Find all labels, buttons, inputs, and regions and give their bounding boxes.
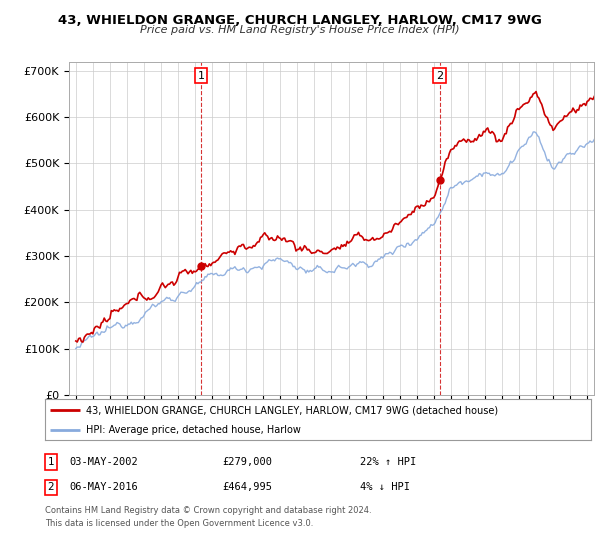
Text: 2: 2 xyxy=(47,482,55,492)
Text: 22% ↑ HPI: 22% ↑ HPI xyxy=(360,457,416,467)
Text: 43, WHIELDON GRANGE, CHURCH LANGLEY, HARLOW, CM17 9WG: 43, WHIELDON GRANGE, CHURCH LANGLEY, HAR… xyxy=(58,14,542,27)
Text: 1: 1 xyxy=(47,457,55,467)
Text: 06-MAY-2016: 06-MAY-2016 xyxy=(69,482,138,492)
Text: Contains HM Land Registry data © Crown copyright and database right 2024.: Contains HM Land Registry data © Crown c… xyxy=(45,506,371,515)
Text: £279,000: £279,000 xyxy=(222,457,272,467)
Text: 2: 2 xyxy=(436,71,443,81)
Text: 4% ↓ HPI: 4% ↓ HPI xyxy=(360,482,410,492)
Text: 03-MAY-2002: 03-MAY-2002 xyxy=(69,457,138,467)
Text: 1: 1 xyxy=(197,71,205,81)
Text: £464,995: £464,995 xyxy=(222,482,272,492)
Text: 43, WHIELDON GRANGE, CHURCH LANGLEY, HARLOW, CM17 9WG (detached house): 43, WHIELDON GRANGE, CHURCH LANGLEY, HAR… xyxy=(86,405,498,415)
Text: This data is licensed under the Open Government Licence v3.0.: This data is licensed under the Open Gov… xyxy=(45,519,313,528)
Text: HPI: Average price, detached house, Harlow: HPI: Average price, detached house, Harl… xyxy=(86,424,301,435)
Text: Price paid vs. HM Land Registry's House Price Index (HPI): Price paid vs. HM Land Registry's House … xyxy=(140,25,460,35)
